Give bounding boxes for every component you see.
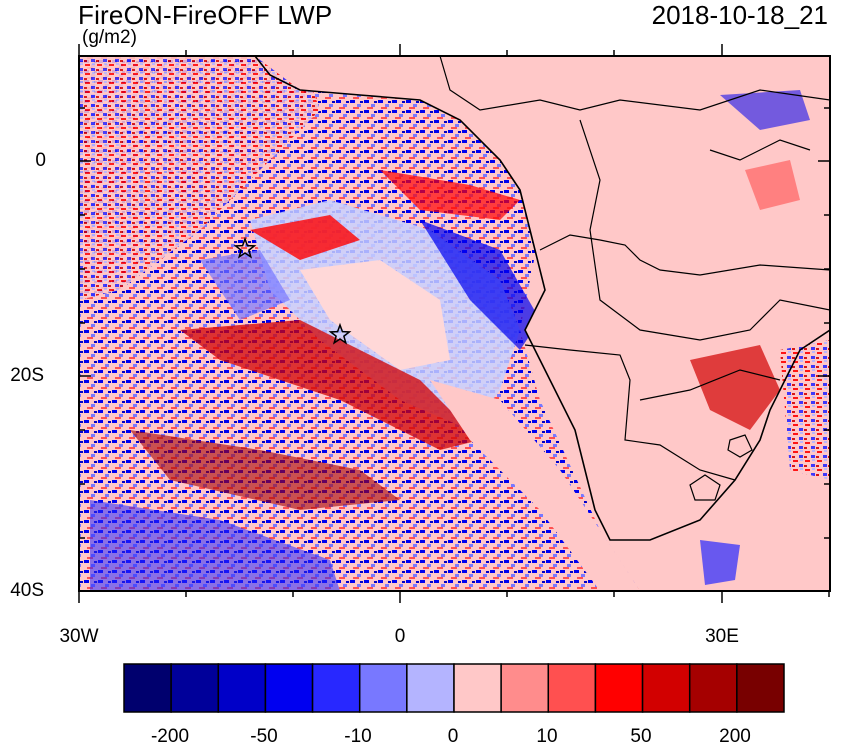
colorbar-label: 0 — [447, 726, 459, 747]
red-streak-1 — [180, 320, 480, 450]
y-tick-label-40s: 40S — [10, 580, 44, 601]
colorbar-box — [736, 663, 785, 713]
colorbar-box — [264, 663, 314, 713]
red-streak-4 — [380, 170, 520, 220]
blue-streak-3 — [200, 250, 290, 320]
coastline — [254, 56, 830, 541]
land-convection-2 — [720, 90, 810, 130]
colorbar-box — [594, 663, 644, 713]
lesotho-outline — [689, 474, 721, 501]
red-streak-3 — [130, 430, 400, 510]
eswatini-outline — [727, 434, 753, 458]
border-4 — [439, 56, 830, 111]
colorbar-label: -200 — [150, 726, 190, 747]
colorbar-box — [170, 663, 220, 713]
border-1 — [539, 234, 830, 276]
colorbar-box — [641, 663, 691, 713]
colorbar-label: 10 — [536, 726, 558, 747]
southeast-cloud — [700, 540, 740, 585]
colorbar-label: -10 — [344, 726, 372, 747]
blue-streak-2 — [90, 500, 340, 591]
x-tick-label-30e: 30E — [705, 626, 739, 647]
colorbar-box — [311, 663, 361, 713]
land-convection-3 — [745, 160, 800, 210]
datetime-label: 2018-10-18_21 — [651, 0, 828, 30]
indian-ocean-clouds — [780, 340, 830, 480]
colorbar-box — [688, 663, 738, 713]
y-tick-label-20s: 20S — [10, 365, 44, 386]
colorbar-box — [123, 663, 172, 713]
colorbar — [123, 663, 785, 713]
border-6 — [709, 139, 811, 161]
land-convection-1 — [690, 345, 780, 430]
star-marker-1 — [233, 236, 257, 259]
border-5 — [639, 369, 781, 401]
colorbar-box — [547, 663, 597, 713]
deck-core — [300, 260, 450, 370]
y-tick-label-0: 0 — [35, 150, 46, 171]
border-3 — [579, 119, 830, 341]
colorbar-box — [500, 663, 550, 713]
lwp-field — [79, 56, 830, 591]
colorbar-label: 50 — [630, 726, 652, 747]
map-title: FireON-FireOFF LWP — [78, 0, 333, 30]
africa-land — [255, 56, 830, 591]
colorbar-box — [217, 663, 267, 713]
x-tick-label-0: 0 — [394, 626, 406, 647]
axis-ticks — [78, 44, 830, 603]
units-label: (g/m2) — [82, 27, 137, 48]
colorbar-label: 200 — [719, 726, 751, 747]
colorbar-box — [358, 663, 408, 713]
blue-streak-1 — [420, 220, 540, 350]
red-streak-2 — [250, 215, 360, 260]
colorbar-label: -50 — [250, 726, 278, 747]
x-tick-label-30w: 30W — [59, 626, 99, 647]
colorbar-box — [406, 663, 455, 713]
colorbar-box — [453, 663, 502, 713]
border-2 — [524, 344, 736, 481]
clear-band — [430, 380, 640, 591]
star-marker-2 — [328, 322, 352, 345]
cloud-field-northwest — [79, 56, 320, 300]
